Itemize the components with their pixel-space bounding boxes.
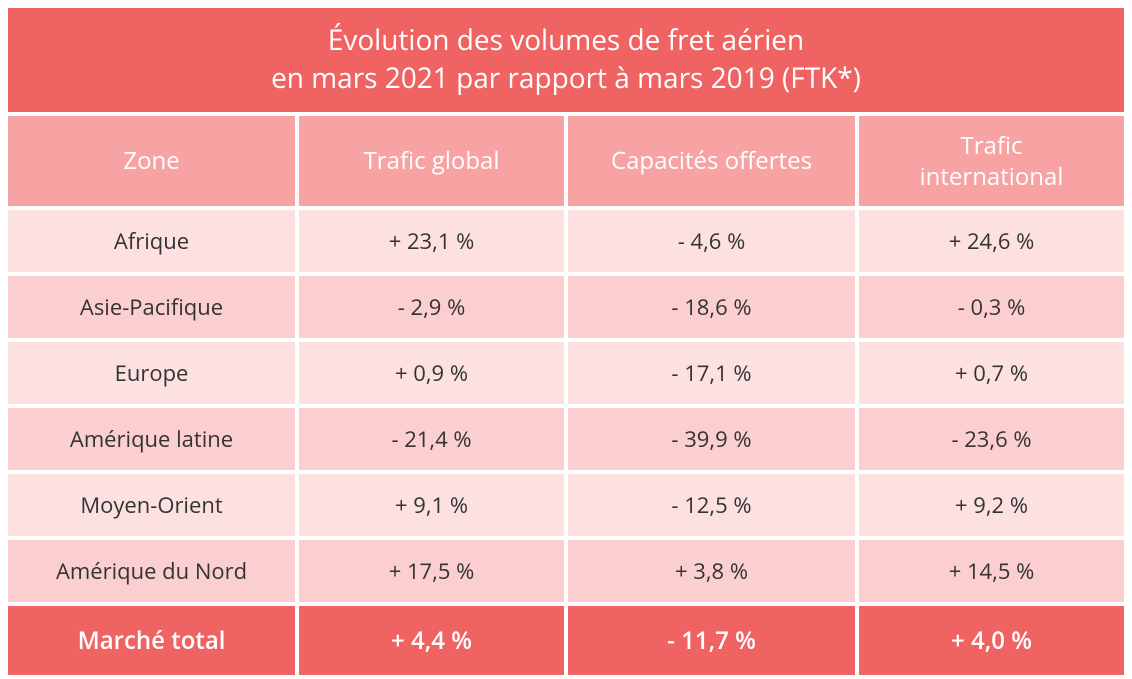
freight-table: Évolution des volumes de fret aérien en …	[4, 4, 1128, 679]
col-header-intl-line2: international	[920, 160, 1064, 193]
value-cell: - 17,1 %	[568, 342, 855, 404]
zone-cell: Moyen-Orient	[8, 474, 295, 536]
table-row: Amérique latine - 21,4 % - 39,9 % - 23,6…	[8, 408, 1124, 470]
value-cell: - 21,4 %	[299, 408, 564, 470]
value-cell: + 3,8 %	[568, 540, 855, 602]
table-row: Amérique du Nord + 17,5 % + 3,8 % + 14,5…	[8, 540, 1124, 602]
value-cell: + 23,1 %	[299, 210, 564, 272]
title-line-2: en mars 2021 par rapport à mars 2019 (FT…	[271, 59, 861, 97]
value-cell: + 17,5 %	[299, 540, 564, 602]
value-cell: - 0,3 %	[859, 276, 1124, 338]
table-row: Europe + 0,9 % - 17,1 % + 0,7 %	[8, 342, 1124, 404]
zone-cell: Afrique	[8, 210, 295, 272]
col-header-global: Trafic global	[299, 116, 564, 206]
title-row: Évolution des volumes de fret aérien en …	[8, 8, 1124, 112]
header-row: Zone Trafic global Capacités offertes Tr…	[8, 116, 1124, 206]
zone-cell: Amérique latine	[8, 408, 295, 470]
value-cell: + 9,2 %	[859, 474, 1124, 536]
col-header-capacity: Capacités offertes	[568, 116, 855, 206]
value-cell: + 9,1 %	[299, 474, 564, 536]
total-value: - 11,7 %	[568, 606, 855, 675]
value-cell: + 14,5 %	[859, 540, 1124, 602]
total-row: Marché total + 4,4 % - 11,7 % + 4,0 %	[8, 606, 1124, 675]
value-cell: - 2,9 %	[299, 276, 564, 338]
zone-cell: Amérique du Nord	[8, 540, 295, 602]
table-row: Afrique + 23,1 % - 4,6 % + 24,6 %	[8, 210, 1124, 272]
title-line-1: Évolution des volumes de fret aérien	[328, 21, 804, 59]
total-value: + 4,4 %	[299, 606, 564, 675]
value-cell: - 12,5 %	[568, 474, 855, 536]
col-header-intl: Trafic international	[859, 116, 1124, 206]
table-title: Évolution des volumes de fret aérien en …	[8, 8, 1124, 112]
zone-cell: Europe	[8, 342, 295, 404]
total-label: Marché total	[8, 606, 295, 675]
col-header-zone: Zone	[8, 116, 295, 206]
value-cell: - 39,9 %	[568, 408, 855, 470]
value-cell: + 0,7 %	[859, 342, 1124, 404]
total-value: + 4,0 %	[859, 606, 1124, 675]
zone-cell: Asie-Pacifique	[8, 276, 295, 338]
table-row: Asie-Pacifique - 2,9 % - 18,6 % - 0,3 %	[8, 276, 1124, 338]
table-row: Moyen-Orient + 9,1 % - 12,5 % + 9,2 %	[8, 474, 1124, 536]
value-cell: - 4,6 %	[568, 210, 855, 272]
value-cell: - 18,6 %	[568, 276, 855, 338]
col-header-intl-line1: Trafic	[961, 129, 1023, 162]
value-cell: + 24,6 %	[859, 210, 1124, 272]
value-cell: - 23,6 %	[859, 408, 1124, 470]
value-cell: + 0,9 %	[299, 342, 564, 404]
